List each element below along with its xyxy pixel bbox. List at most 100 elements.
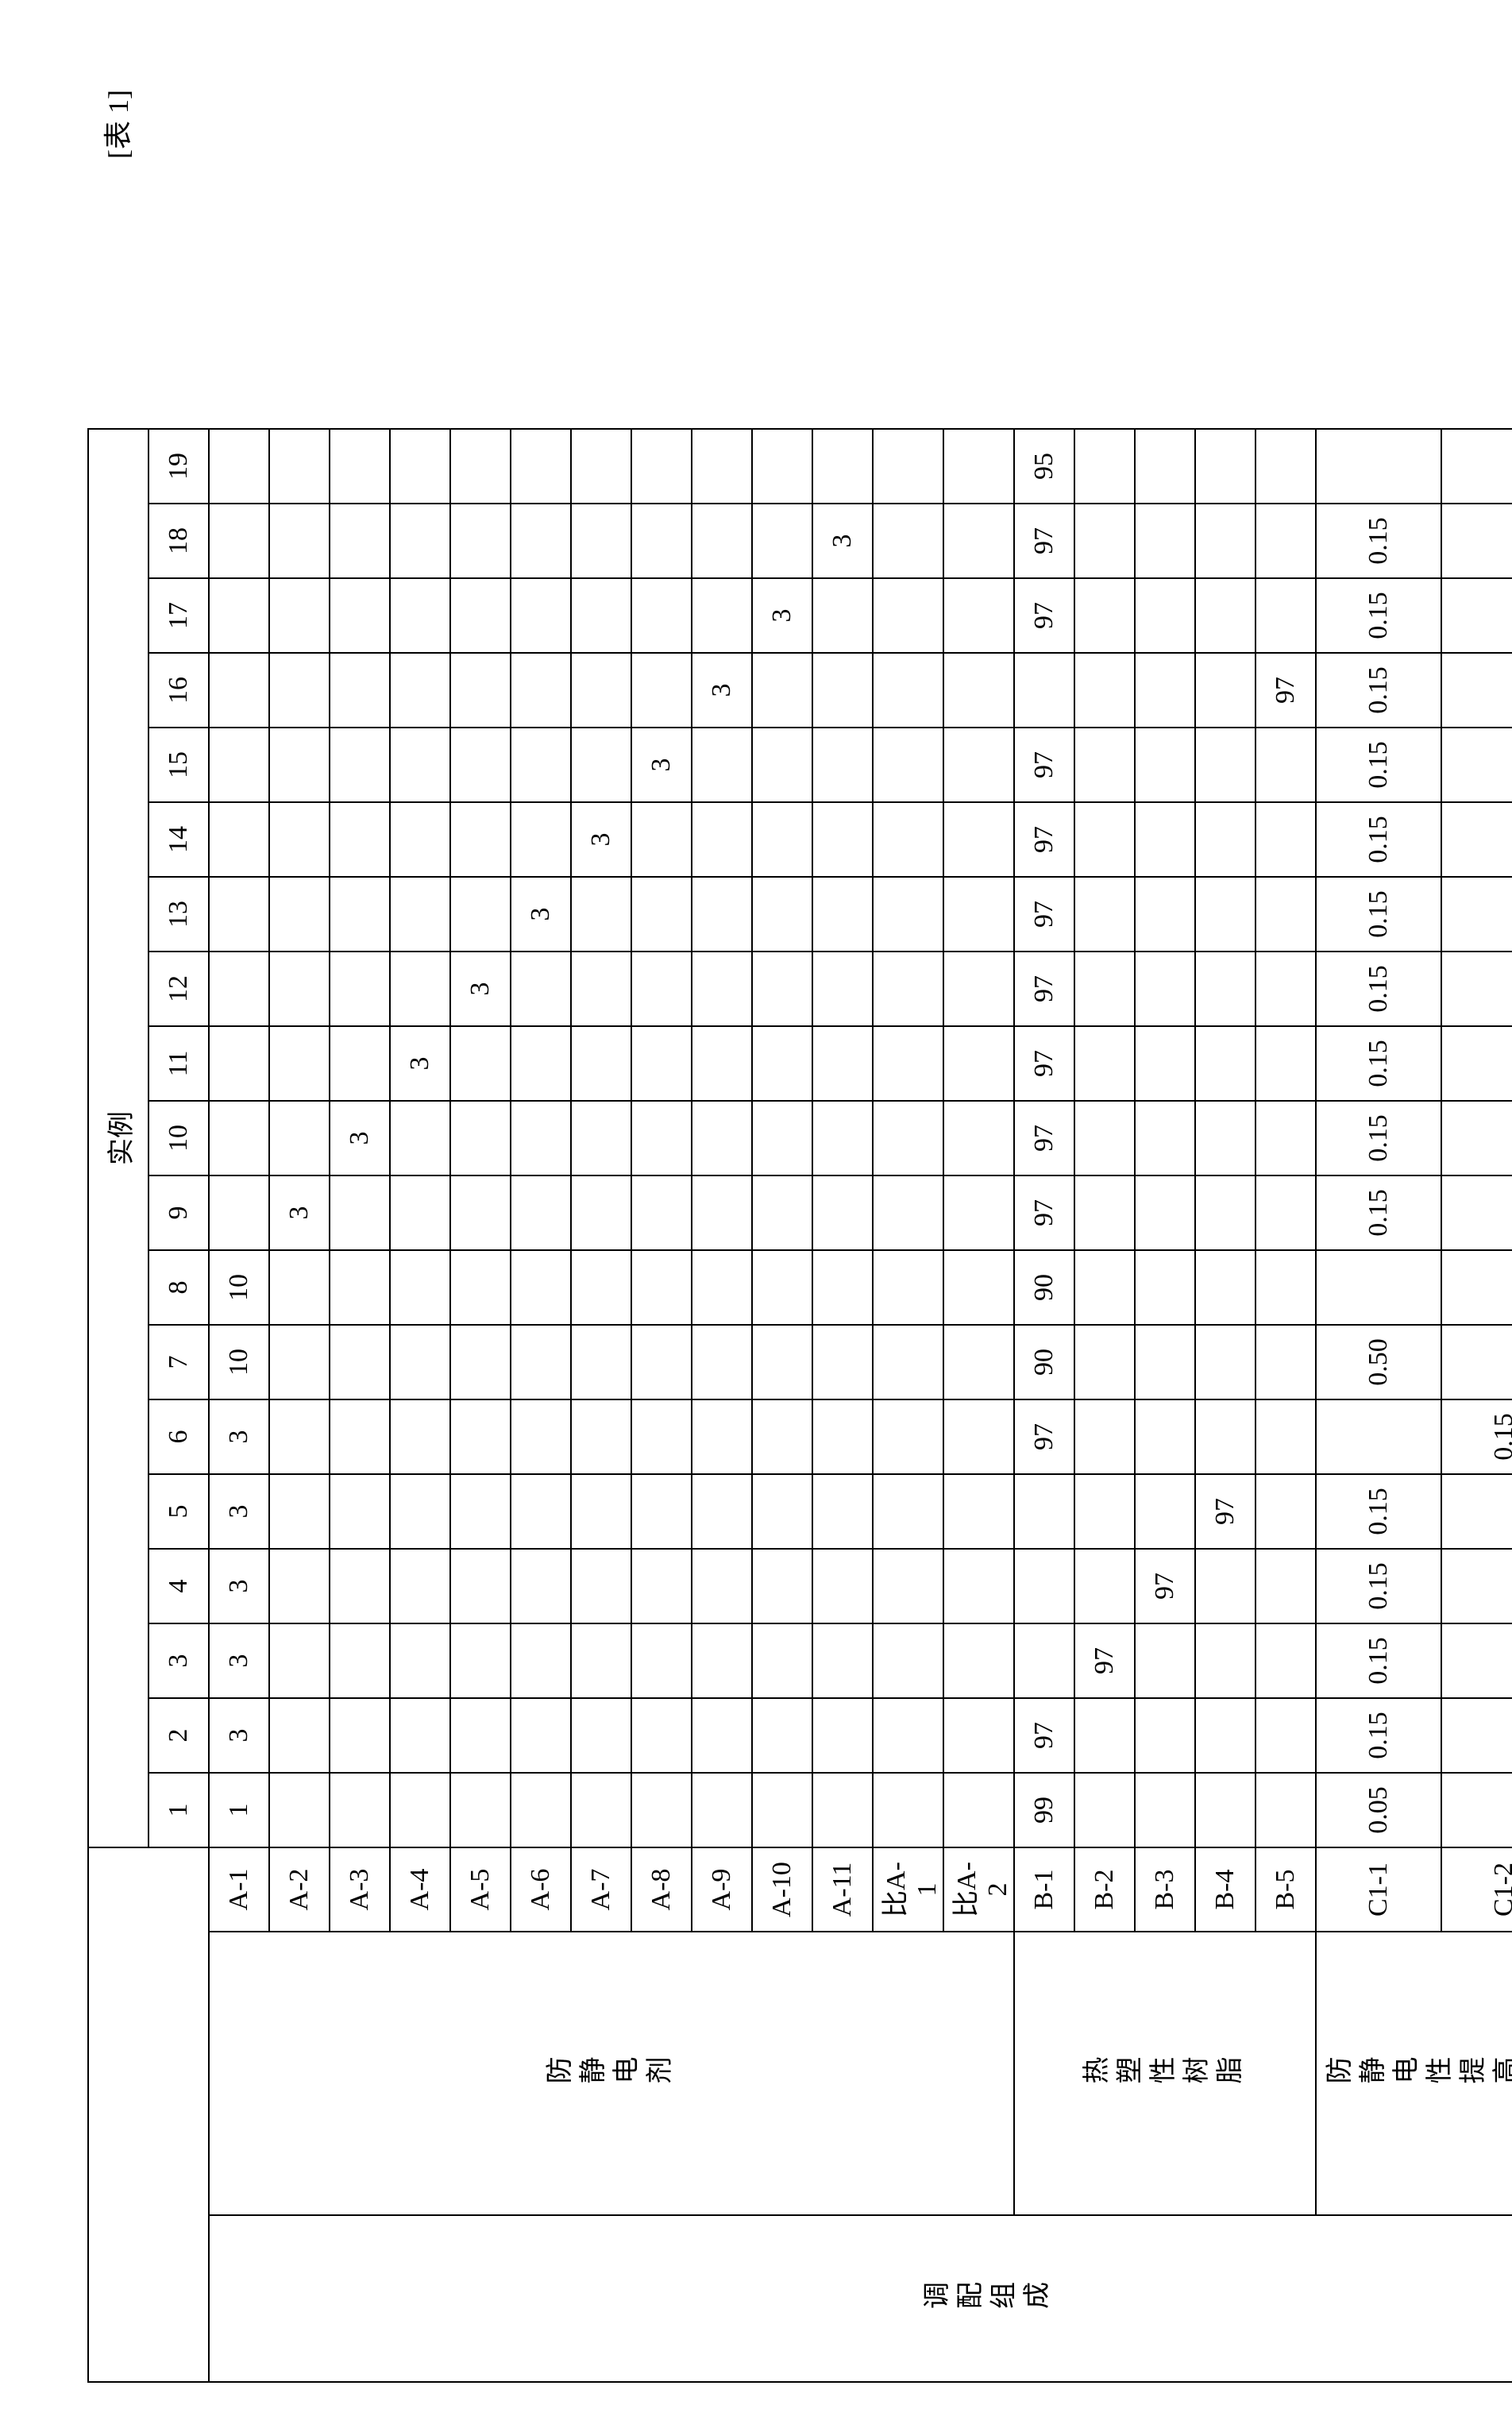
data-cell: [209, 429, 269, 504]
data-cell: [330, 504, 390, 578]
data-cell: [450, 653, 511, 728]
data-cell: [571, 1623, 631, 1698]
column-number: 9: [148, 1175, 209, 1250]
data-cell: [390, 1474, 450, 1549]
data-cell: [812, 1399, 873, 1474]
data-cell: [450, 429, 511, 504]
data-cell: [450, 802, 511, 877]
data-cell: [571, 578, 631, 653]
data-cell: [1256, 1623, 1316, 1698]
data-cell: [943, 877, 1014, 952]
data-cell: [1256, 578, 1316, 653]
column-number: 12: [148, 952, 209, 1026]
table-caption: [表 1]: [95, 90, 137, 159]
data-cell: [209, 802, 269, 877]
data-cell: [943, 1101, 1014, 1175]
data-cell: 0.15: [1316, 728, 1441, 802]
data-cell: 3: [390, 1026, 450, 1101]
data-cell: [873, 1698, 943, 1773]
data-cell: [692, 877, 752, 952]
data-cell: [511, 728, 571, 802]
data-cell: [571, 1101, 631, 1175]
data-cell: [209, 1026, 269, 1101]
data-cell: [1195, 877, 1256, 952]
data-cell: [812, 1101, 873, 1175]
data-cell: [1014, 653, 1074, 728]
data-cell: 90: [1014, 1250, 1074, 1325]
data-cell: [752, 1026, 812, 1101]
data-cell: [1195, 1399, 1256, 1474]
data-cell: [943, 578, 1014, 653]
data-cell: [511, 429, 571, 504]
data-cell: [1441, 1026, 1512, 1101]
data-cell: [1256, 1399, 1316, 1474]
data-cell: [631, 1623, 692, 1698]
column-number: 8: [148, 1250, 209, 1325]
data-cell: 97: [1014, 1026, 1074, 1101]
data-cell: 97: [1014, 1175, 1074, 1250]
data-cell: [450, 1399, 511, 1474]
data-cell: [450, 1773, 511, 1847]
data-cell: 97: [1014, 1101, 1074, 1175]
data-cell: [571, 952, 631, 1026]
data-cell: [692, 1474, 752, 1549]
column-number: 7: [148, 1325, 209, 1399]
data-cell: [1195, 1698, 1256, 1773]
data-cell: [209, 728, 269, 802]
row-label: A-8: [631, 1847, 692, 1932]
data-cell: [209, 1175, 269, 1250]
data-cell: [873, 1399, 943, 1474]
data-cell: [873, 728, 943, 802]
data-cell: 0.15: [1316, 653, 1441, 728]
data-cell: [812, 1698, 873, 1773]
column-number: 6: [148, 1399, 209, 1474]
data-cell: [450, 1026, 511, 1101]
data-cell: [752, 728, 812, 802]
data-cell: [269, 1026, 330, 1101]
data-cell: [571, 1175, 631, 1250]
data-cell: [1195, 802, 1256, 877]
data-cell: [1135, 1698, 1195, 1773]
row-label: B-5: [1256, 1847, 1316, 1932]
data-cell: [1074, 1474, 1135, 1549]
data-cell: [269, 1549, 330, 1623]
data-cell: 0.15: [1316, 578, 1441, 653]
data-cell: [943, 653, 1014, 728]
data-cell: [631, 1549, 692, 1623]
data-cell: [1256, 1549, 1316, 1623]
data-cell: [692, 1026, 752, 1101]
data-cell: [330, 1698, 390, 1773]
data-cell: [873, 1175, 943, 1250]
data-cell: [1195, 1623, 1256, 1698]
data-cell: 3: [812, 504, 873, 578]
data-cell: [692, 429, 752, 504]
data-cell: [1135, 578, 1195, 653]
data-cell: 3: [450, 952, 511, 1026]
column-number: 10: [148, 1101, 209, 1175]
data-cell: [511, 1175, 571, 1250]
column-number: 3: [148, 1623, 209, 1698]
data-cell: [752, 1773, 812, 1847]
data-cell: 10: [209, 1325, 269, 1399]
data-cell: [330, 1623, 390, 1698]
data-cell: [631, 1175, 692, 1250]
data-cell: [571, 1325, 631, 1399]
data-cell: [943, 1623, 1014, 1698]
data-cell: [571, 728, 631, 802]
data-cell: [330, 1026, 390, 1101]
data-cell: [269, 952, 330, 1026]
data-cell: [269, 728, 330, 802]
data-cell: [1256, 429, 1316, 504]
data-cell: [1074, 802, 1135, 877]
data-cell: [1256, 1325, 1316, 1399]
data-cell: [1135, 1250, 1195, 1325]
data-cell: [1135, 952, 1195, 1026]
data-cell: [631, 1399, 692, 1474]
row-label: 比A-2: [943, 1847, 1014, 1932]
data-cell: [511, 952, 571, 1026]
data-cell: 97: [1014, 802, 1074, 877]
row-label: A-2: [269, 1847, 330, 1932]
data-cell: [390, 1623, 450, 1698]
data-cell: [1074, 504, 1135, 578]
data-cell: 97: [1014, 877, 1074, 952]
